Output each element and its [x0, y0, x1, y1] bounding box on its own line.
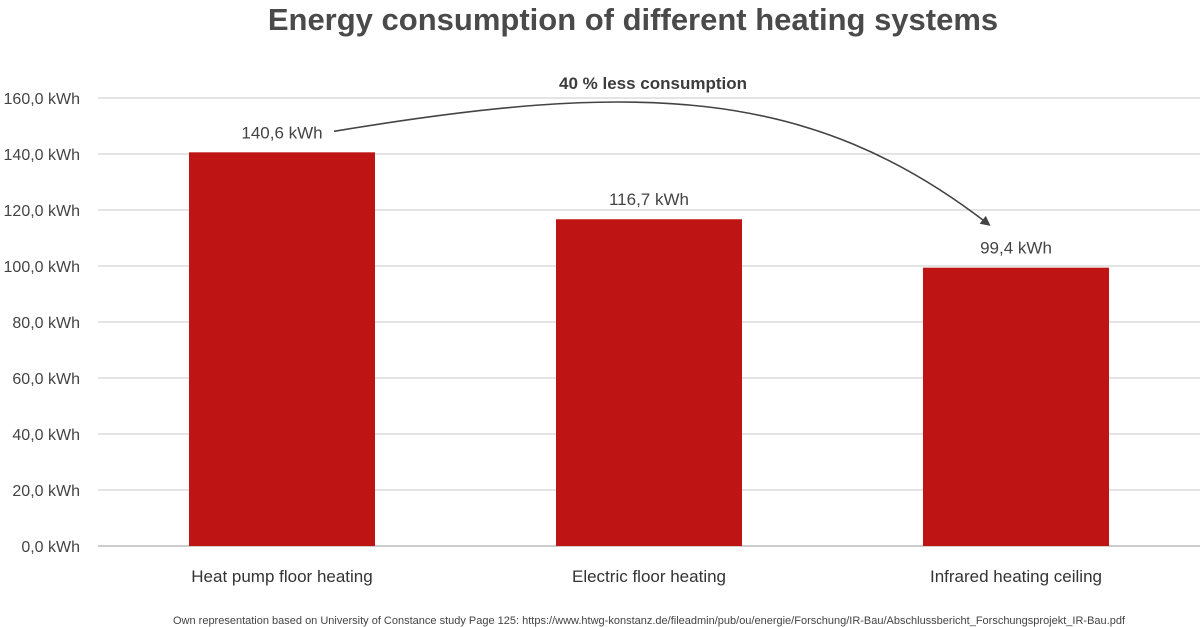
y-tick-label: 20,0 kWh — [12, 483, 80, 500]
bar — [189, 152, 375, 546]
data-label: 116,7 kWh — [609, 190, 689, 209]
category-label: Infrared heating ceiling — [930, 567, 1102, 586]
data-label: 140,6 kWh — [241, 123, 322, 142]
chart-title: Energy consumption of different heating … — [268, 2, 998, 37]
y-tick-label: 40,0 kWh — [12, 427, 80, 444]
bars — [189, 152, 1109, 547]
data-labels: 140,6 kWh 116,7 kWh 99,4 kWh — [241, 123, 1052, 257]
source-note: Own representation based on University o… — [173, 615, 1126, 627]
annotation-arrow — [333, 101, 991, 226]
category-label: Heat pump floor heating — [191, 567, 372, 586]
y-tick-label: 120,0 kWh — [4, 203, 80, 220]
y-tick-label: 80,0 kWh — [12, 315, 80, 332]
data-label: 99,4 kWh — [980, 239, 1052, 258]
category-label: Electric floor heating — [572, 567, 726, 586]
y-tick-label: 140,0 kWh — [4, 147, 80, 164]
y-tick-label: 160,0 kWh — [4, 91, 80, 108]
annotation-text: 40 % less consumption — [559, 74, 747, 93]
bar — [923, 267, 1109, 546]
y-tick-label: 0,0 kWh — [21, 539, 80, 556]
bar — [556, 219, 742, 547]
y-tick-label: 100,0 kWh — [4, 259, 80, 276]
y-axis: 0,0 kWh 20,0 kWh 40,0 kWh 60,0 kWh 80,0 kWh 1… — [4, 91, 80, 556]
y-tick-label: 60,0 kWh — [12, 371, 80, 388]
x-axis: Heat pump floor heating Electric floor he… — [191, 567, 1102, 586]
